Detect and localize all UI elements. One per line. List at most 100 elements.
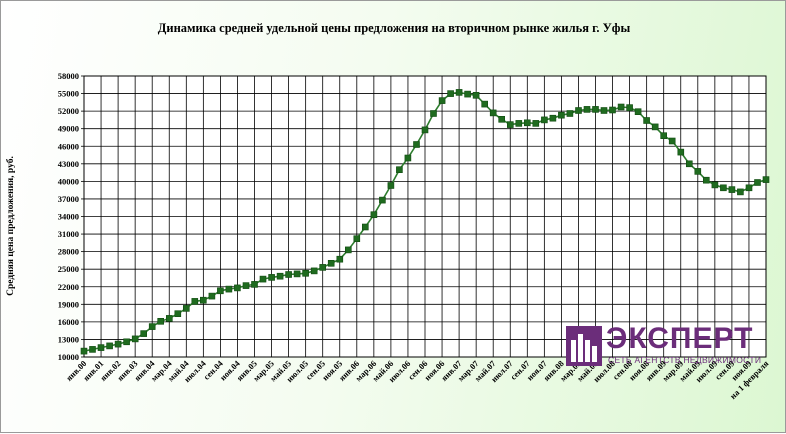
data-point: [353, 235, 361, 242]
house-logo-icon: [566, 326, 602, 366]
data-point: [575, 107, 582, 114]
data-point: [421, 126, 429, 134]
data-point: [523, 119, 531, 127]
data-point: [685, 160, 693, 168]
data-point: [745, 184, 753, 192]
data-point: [234, 284, 241, 292]
data-point: [438, 97, 446, 104]
y-tick-label: 19000: [58, 299, 79, 309]
data-point: [660, 132, 668, 139]
y-tick-labels: 10000 13000 16000 19000 22000 25000 28000 31000…: [58, 71, 79, 362]
y-tick-label: 13000: [58, 334, 79, 344]
data-point: [114, 340, 122, 348]
data-point: [131, 335, 139, 343]
data-point: [617, 103, 625, 111]
data-point: [532, 120, 540, 127]
logo-wordmark: ЭКСПЕРТ: [606, 322, 754, 355]
data-point: [711, 181, 719, 189]
data-point: [609, 106, 616, 114]
y-tick-label: 28000: [58, 247, 79, 257]
y-tick-label: 34000: [58, 212, 79, 222]
data-point: [720, 184, 727, 192]
data-point: [319, 264, 327, 271]
data-point: [396, 166, 403, 173]
data-point: [404, 154, 412, 162]
y-tick-label: 25000: [58, 264, 79, 274]
y-tick-label: 37000: [58, 194, 79, 204]
expert-logo: ЭКСПЕРТ СЕТЬ АГЕНТСТВ НЕДВИЖИМОСТИ: [566, 322, 771, 370]
data-point: [558, 111, 565, 119]
data-point: [106, 342, 113, 350]
data-point: [702, 176, 710, 184]
data-point: [668, 137, 676, 145]
data-point: [259, 275, 267, 283]
data-point: [498, 116, 506, 123]
y-tick-label: 49000: [58, 124, 79, 134]
data-point: [344, 246, 352, 254]
y-tick-label: 31000: [58, 229, 79, 239]
data-point: [430, 110, 437, 117]
data-point: [379, 196, 386, 204]
data-point: [762, 176, 770, 183]
y-tick-label: 10000: [58, 352, 79, 362]
data-point: [677, 148, 685, 156]
data-point: [643, 117, 650, 124]
data-point: [447, 90, 454, 97]
data-point: [387, 182, 395, 189]
data-point: [634, 108, 642, 115]
data-point: [694, 168, 702, 175]
data-point: [310, 267, 318, 275]
y-tick-label: 52000: [58, 106, 79, 116]
data-point: [361, 223, 369, 231]
y-tick-label: 43000: [58, 159, 79, 169]
data-point: [455, 89, 463, 96]
data-point: [472, 92, 480, 99]
data-point: [336, 255, 344, 263]
data-point: [302, 269, 309, 277]
data-point: [626, 104, 633, 111]
data-point: [208, 292, 216, 300]
data-point: [728, 186, 736, 193]
data-point: [89, 346, 96, 353]
data-point: [225, 285, 233, 293]
data-point: [251, 281, 258, 288]
data-point: [80, 347, 88, 355]
data-point: [97, 344, 105, 351]
data-point: [327, 259, 335, 267]
data-point: [651, 123, 659, 131]
data-point: [515, 120, 523, 127]
data-point: [285, 271, 292, 278]
data-point: [166, 315, 173, 322]
y-tick-label: 55000: [58, 89, 79, 99]
data-point: [191, 298, 199, 305]
data-point: [200, 296, 207, 304]
data-point: [157, 317, 164, 325]
data-point: [592, 106, 599, 113]
data-point: [140, 330, 147, 337]
data-point: [242, 282, 250, 289]
data-point: [370, 211, 378, 218]
data-point: [276, 272, 284, 280]
data-point: [123, 338, 130, 346]
data-point: [566, 110, 574, 117]
data-point: [413, 141, 420, 148]
data-point: [549, 114, 557, 122]
data-point: [737, 188, 744, 196]
logo-subtitle: СЕТЬ АГЕНТСТВ НЕДВИЖИМОСТИ: [608, 355, 762, 365]
data-point: [174, 310, 182, 318]
data-point: [489, 109, 497, 117]
data-point: [541, 116, 548, 124]
data-point: [481, 100, 489, 108]
data-point: [754, 179, 761, 186]
y-tick-label: 22000: [58, 282, 79, 292]
data-point: [268, 274, 275, 281]
data-point: [583, 106, 591, 113]
data-point: [183, 305, 190, 312]
y-tick-label: 40000: [58, 176, 79, 186]
data-point: [464, 90, 471, 98]
data-point: [506, 121, 514, 128]
y-tick-label: 58000: [58, 71, 79, 81]
data-point: [148, 323, 156, 330]
